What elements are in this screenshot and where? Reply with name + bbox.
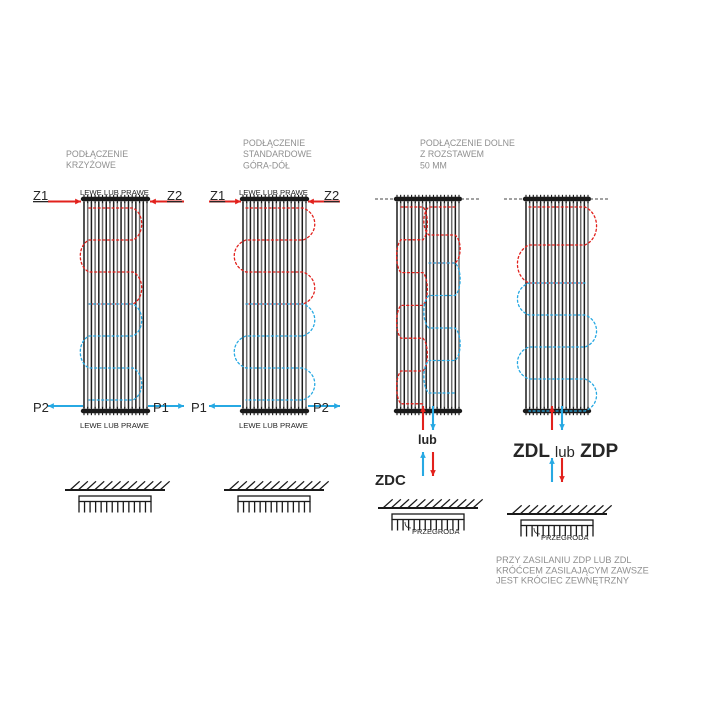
svg-text:PRZY ZASILANIU ZDP LUB ZDL: PRZY ZASILANIU ZDP LUB ZDL <box>496 555 631 565</box>
svg-text:Z2: Z2 <box>167 188 182 203</box>
svg-text:Z ROZSTAWEM: Z ROZSTAWEM <box>420 149 484 159</box>
svg-text:P2: P2 <box>33 400 49 415</box>
svg-text:P2: P2 <box>313 400 329 415</box>
svg-text:LEWE LUB PRAWE: LEWE LUB PRAWE <box>80 421 149 430</box>
svg-text:LEWE LUB PRAWE: LEWE LUB PRAWE <box>239 188 308 197</box>
svg-text:50 MM: 50 MM <box>420 160 447 170</box>
svg-text:PRZEGRODA: PRZEGRODA <box>541 533 589 542</box>
svg-text:LEWE LUB PRAWE: LEWE LUB PRAWE <box>80 188 149 197</box>
svg-text:ZDL lub ZDP: ZDL lub ZDP <box>513 441 619 462</box>
svg-text:P1: P1 <box>153 400 169 415</box>
svg-text:PODŁĄCZENIE: PODŁĄCZENIE <box>66 149 128 159</box>
svg-text:Z1: Z1 <box>210 188 225 203</box>
svg-text:GÓRA-DÓŁ: GÓRA-DÓŁ <box>243 160 290 170</box>
svg-text:Z2: Z2 <box>324 188 339 203</box>
svg-text:STANDARDOWE: STANDARDOWE <box>243 149 312 159</box>
svg-text:PODŁĄCZENIE DOLNE: PODŁĄCZENIE DOLNE <box>420 138 515 148</box>
svg-text:KRZYŻOWE: KRZYŻOWE <box>66 160 116 170</box>
svg-text:JEST KRÓCIEC ZEWNĘTRZNY: JEST KRÓCIEC ZEWNĘTRZNY <box>496 576 629 586</box>
svg-text:PRZEGRODA: PRZEGRODA <box>412 527 460 536</box>
svg-text:KRÓĆCEM ZASILAJĄCYM ZAWSZE: KRÓĆCEM ZASILAJĄCYM ZAWSZE <box>496 565 649 575</box>
svg-text:P1: P1 <box>191 400 207 415</box>
svg-text:PODŁĄCZENIE: PODŁĄCZENIE <box>243 138 305 148</box>
svg-text:Z1: Z1 <box>33 188 48 203</box>
svg-text:LEWE LUB PRAWE: LEWE LUB PRAWE <box>239 421 308 430</box>
svg-text:ZDC: ZDC <box>375 472 406 489</box>
svg-text:lub: lub <box>418 433 437 447</box>
